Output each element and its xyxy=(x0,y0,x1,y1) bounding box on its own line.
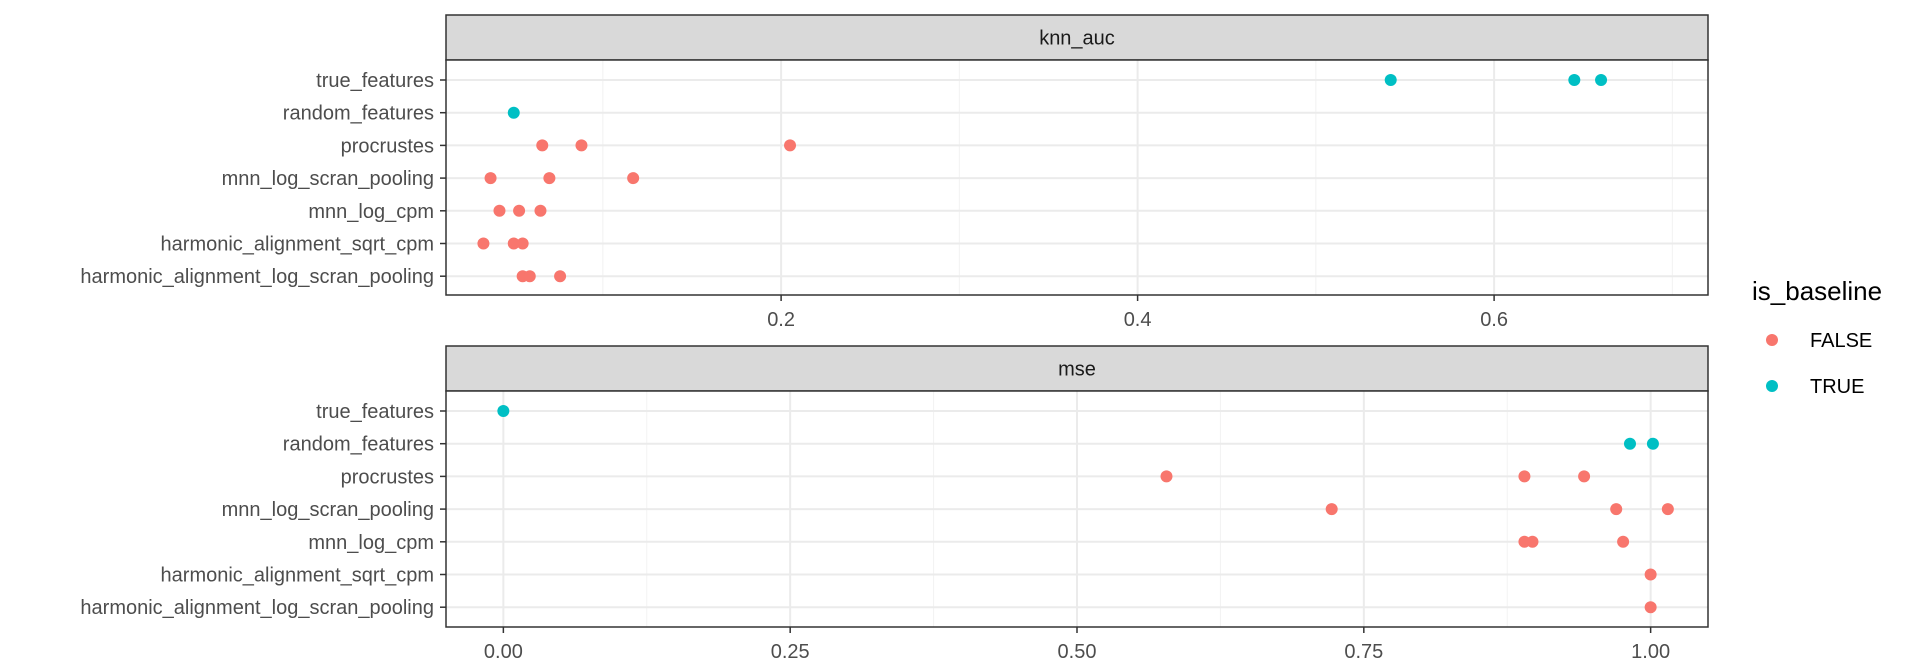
legend-key xyxy=(1766,380,1778,392)
data-point xyxy=(523,270,536,283)
y-tick-label: true_features xyxy=(316,401,434,423)
data-point xyxy=(1568,74,1581,86)
data-point xyxy=(484,172,497,185)
legend-key xyxy=(1766,334,1778,346)
data-point xyxy=(627,172,640,185)
data-point xyxy=(543,172,556,185)
data-point xyxy=(493,204,506,217)
facet-strip-label: knn_auc xyxy=(1039,28,1115,50)
panel-border xyxy=(445,390,1709,628)
legend: is_baseline FALSE TRUE xyxy=(1752,276,1882,398)
data-point xyxy=(554,270,567,283)
facet-knn_auc: knn_auc true_features random_featuresprocr… xyxy=(80,14,1709,331)
x-tick-label: 0.00 xyxy=(484,641,523,663)
data-point xyxy=(507,106,520,119)
data-point xyxy=(497,405,510,417)
legend-label: TRUE xyxy=(1810,376,1864,398)
x-tick-label: 0.2 xyxy=(767,309,795,331)
x-tick-label: 0.6 xyxy=(1480,309,1508,331)
x-tick-label: 0.75 xyxy=(1344,641,1383,663)
y-tick-label: harmonic_alignment_sqrt_cpm xyxy=(161,234,434,256)
legend-label: FALSE xyxy=(1810,330,1872,352)
facet-strip xyxy=(445,14,1709,61)
data-point xyxy=(1623,437,1636,450)
facet-strip-label: mse xyxy=(1058,359,1096,381)
panel-border xyxy=(445,59,1709,296)
y-tick-label: mnn_log_cpm xyxy=(308,532,434,554)
y-tick-label: procrustes xyxy=(341,466,434,488)
data-point xyxy=(1325,503,1338,516)
x-tick-label: 0.50 xyxy=(1058,641,1097,663)
x-tick-label: 0.4 xyxy=(1124,309,1152,331)
y-tick-label: harmonic_alignment_log_scran_pooling xyxy=(80,266,434,288)
data-point xyxy=(507,237,520,250)
data-point xyxy=(1646,437,1659,450)
facet-mse: mse true_features random_features procruste… xyxy=(80,345,1709,663)
data-point xyxy=(1384,74,1397,86)
data-point xyxy=(575,139,588,152)
data-point xyxy=(1595,74,1608,86)
data-point xyxy=(516,237,529,250)
y-tick-label: mnn_log_cpm xyxy=(308,201,434,223)
data-point xyxy=(1644,601,1657,614)
y-tick-label: random_features xyxy=(283,434,434,456)
data-point xyxy=(513,204,526,217)
y-tick-label: mnn_log_scran_pooling xyxy=(222,499,434,521)
data-point xyxy=(534,204,547,217)
facet-strip xyxy=(445,345,1709,392)
data-point xyxy=(1644,568,1657,581)
y-tick-label: random_features xyxy=(283,103,434,125)
data-point xyxy=(1526,535,1539,548)
data-point xyxy=(784,139,797,152)
data-point xyxy=(1617,535,1630,548)
data-point xyxy=(1610,503,1623,516)
data-point xyxy=(536,139,549,152)
data-point xyxy=(1518,470,1531,483)
y-tick-label: mnn_log_scran_pooling xyxy=(222,168,434,190)
x-tick-label: 1.00 xyxy=(1631,641,1670,663)
legend-title: is_baseline xyxy=(1752,276,1882,306)
y-tick-label: procrustes xyxy=(341,135,434,157)
data-point xyxy=(477,237,490,250)
data-point xyxy=(1661,503,1674,516)
y-tick-label: harmonic_alignment_sqrt_cpm xyxy=(161,565,434,587)
data-point xyxy=(1160,470,1173,483)
y-tick-label: harmonic_alignment_log_scran_pooling xyxy=(80,597,434,619)
data-point xyxy=(1578,470,1591,483)
x-tick-label: 0.25 xyxy=(771,641,810,663)
y-tick-label: true_features xyxy=(316,70,434,92)
